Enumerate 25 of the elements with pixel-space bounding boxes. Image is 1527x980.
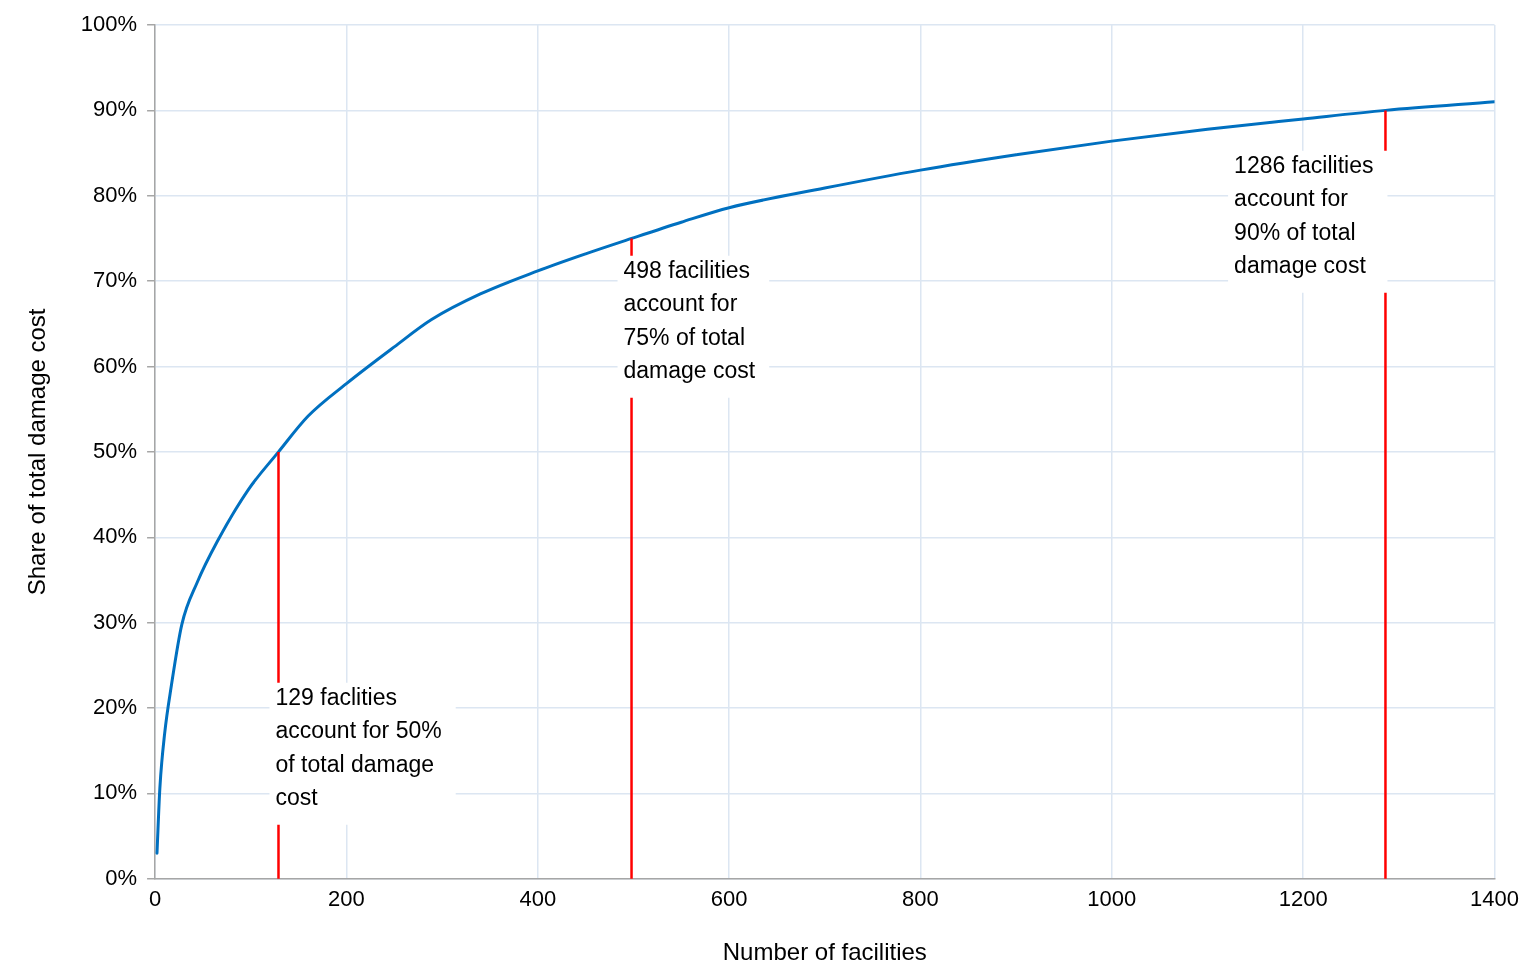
x-tick-label: 200 <box>328 886 365 912</box>
y-axis-title: Share of total damage cost <box>23 308 51 596</box>
y-tick-label: 0% <box>105 864 138 890</box>
x-tick-label: 0 <box>148 886 162 912</box>
ref-line-label: 1286 facilities account for 90% of total damage cost <box>1234 151 1374 279</box>
ref-line-label: 498 facilities account for 75% of total damage cost <box>623 256 756 384</box>
y-tick-label: 10% <box>93 779 138 805</box>
y-tick-label: 80% <box>93 181 138 207</box>
y-tick-label: 90% <box>93 96 138 122</box>
x-tick-label: 1400 <box>1470 886 1520 912</box>
y-tick-label: 70% <box>93 267 138 293</box>
y-tick-label: 40% <box>93 523 138 549</box>
line-series <box>155 100 1495 855</box>
x-axis-title: Number of facilities <box>722 938 927 966</box>
x-tick-label: 1200 <box>1278 886 1328 912</box>
y-tick-label: 30% <box>93 608 138 634</box>
x-tick-label: 400 <box>519 886 557 912</box>
y-tick-label: 20% <box>93 694 138 720</box>
ref-line-label: 129 faclities account for 50% of total damage cost <box>275 683 442 811</box>
y-tick-label: 50% <box>93 437 138 463</box>
y-tick-label: 60% <box>93 352 138 378</box>
x-tick-label: 800 <box>902 886 939 912</box>
x-tick-label: 1000 <box>1087 886 1137 912</box>
y-tick-label: 100% <box>80 11 138 37</box>
x-tick-label: 600 <box>710 886 748 912</box>
